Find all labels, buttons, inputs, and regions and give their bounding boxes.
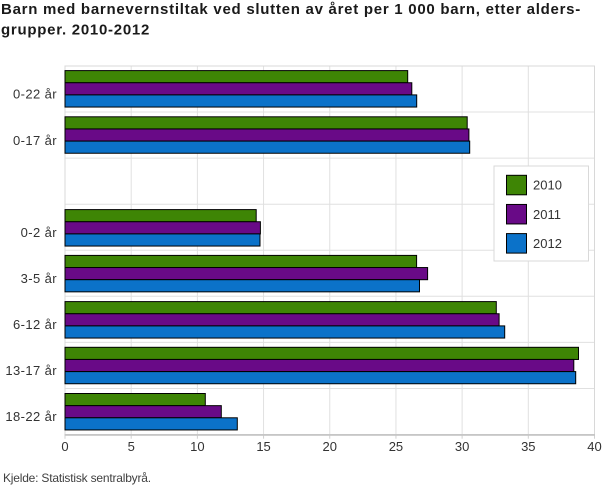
svg-text:40: 40 <box>587 439 601 454</box>
svg-text:2011: 2011 <box>533 207 561 222</box>
svg-text:20: 20 <box>323 439 337 454</box>
svg-text:0: 0 <box>61 439 68 454</box>
svg-text:2012: 2012 <box>533 236 562 251</box>
svg-text:13-17 år: 13-17 år <box>5 363 57 378</box>
svg-text:18-22 år: 18-22 år <box>5 409 57 424</box>
svg-text:25: 25 <box>389 439 403 454</box>
svg-text:Barn med barnevernstiltak ved: Barn med barnevernstiltak ved slutten av… <box>1 1 581 18</box>
svg-text:0-17 år: 0-17 år <box>13 133 57 148</box>
svg-text:grupper. 2010-2012: grupper. 2010-2012 <box>1 21 150 38</box>
svg-text:5: 5 <box>128 439 135 454</box>
svg-text:30: 30 <box>455 439 469 454</box>
svg-text:3-5 år: 3-5 år <box>21 271 58 286</box>
svg-text:35: 35 <box>521 439 535 454</box>
svg-text:2010: 2010 <box>533 178 562 193</box>
svg-text:Kjelde: Statistisk sentralbyrå: Kjelde: Statistisk sentralbyrå. <box>3 471 151 485</box>
svg-text:0-2 år: 0-2 år <box>21 225 58 240</box>
svg-text:6-12 år: 6-12 år <box>13 317 57 332</box>
svg-text:0-22 år: 0-22 år <box>13 87 57 102</box>
svg-text:10: 10 <box>190 439 204 454</box>
svg-text:15: 15 <box>256 439 270 454</box>
